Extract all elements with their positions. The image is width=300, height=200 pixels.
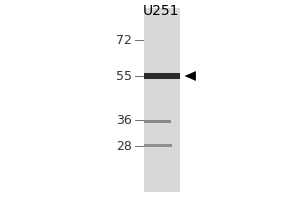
Bar [144, 144, 172, 146]
Text: 36: 36 [116, 114, 132, 127]
Text: 72: 72 [116, 33, 132, 46]
Bar [144, 8, 180, 192]
Text: U251: U251 [142, 4, 179, 18]
Text: 28: 28 [116, 140, 132, 152]
Bar [144, 73, 180, 79]
Bar [144, 119, 171, 122]
Text: 55: 55 [116, 70, 132, 82]
Polygon shape [184, 71, 196, 81]
